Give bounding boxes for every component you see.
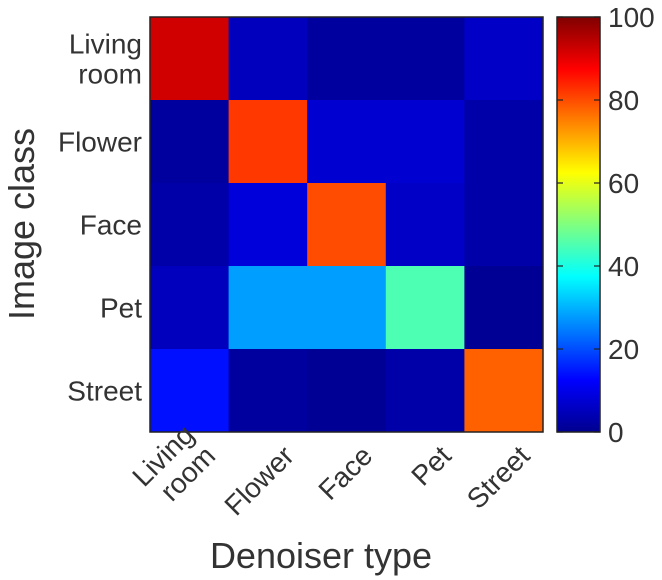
heatmap-cell bbox=[307, 349, 387, 433]
heatmap-cell bbox=[150, 100, 230, 184]
x-tick-label: Flower bbox=[218, 440, 299, 521]
colorbar bbox=[556, 16, 601, 433]
heatmap-cell bbox=[307, 17, 387, 101]
colorbar-tick-label: 20 bbox=[608, 334, 639, 365]
heatmap-cell bbox=[228, 266, 308, 350]
heatmap-cell bbox=[307, 100, 387, 184]
y-tick-label: Living room bbox=[69, 29, 142, 90]
heatmap-cell bbox=[228, 183, 308, 267]
plot-frame bbox=[149, 16, 544, 433]
heatmap-cell bbox=[228, 17, 308, 101]
y-tick-labels: Living room Flower Face Pet Street bbox=[58, 29, 142, 407]
x-tick-label: Pet bbox=[405, 440, 457, 492]
heatmap-cell bbox=[464, 183, 544, 267]
colorbar-tick-label: 40 bbox=[608, 251, 639, 282]
colorbar-tick-label: 0 bbox=[608, 417, 624, 448]
heatmap-cell bbox=[464, 17, 544, 101]
x-axis-title: Denoiser type bbox=[210, 535, 432, 576]
x-tick-label: Street bbox=[461, 440, 536, 515]
heatmap-cell bbox=[385, 266, 465, 350]
x-tick-label: Livingroom bbox=[126, 419, 221, 514]
heatmap-cell bbox=[228, 100, 308, 184]
x-tick-label: Face bbox=[312, 440, 378, 506]
colorbar-ticks: 0 20 40 60 80 100 bbox=[557, 2, 655, 448]
heatmap-cell bbox=[464, 349, 544, 433]
heatmap-cell bbox=[464, 266, 544, 350]
heatmap-cell bbox=[150, 17, 230, 101]
heatmap-cell bbox=[150, 183, 230, 267]
heatmap-cell bbox=[385, 17, 465, 101]
heatmap-cell bbox=[464, 100, 544, 184]
y-tick-label: Face bbox=[80, 210, 142, 241]
y-tick-label: Pet bbox=[100, 293, 142, 324]
heatmap-cell bbox=[385, 100, 465, 184]
heatmap-cell bbox=[228, 349, 308, 433]
colorbar-tick-label: 100 bbox=[608, 2, 655, 33]
heatmap-cell bbox=[385, 349, 465, 433]
y-tick-label: Flower bbox=[58, 127, 142, 158]
heatmap-cell bbox=[150, 349, 230, 433]
colorbar-tick-label: 60 bbox=[608, 168, 639, 199]
heatmap-cell bbox=[385, 183, 465, 267]
heatmap-cells bbox=[150, 17, 544, 433]
heatmap-cell bbox=[150, 266, 230, 350]
y-tick-label: Street bbox=[67, 376, 142, 407]
colorbar-tick-label: 80 bbox=[608, 85, 639, 116]
y-axis-title: Image class bbox=[1, 128, 42, 320]
heatmap-cell bbox=[307, 183, 387, 267]
heatmap-cell bbox=[307, 266, 387, 350]
